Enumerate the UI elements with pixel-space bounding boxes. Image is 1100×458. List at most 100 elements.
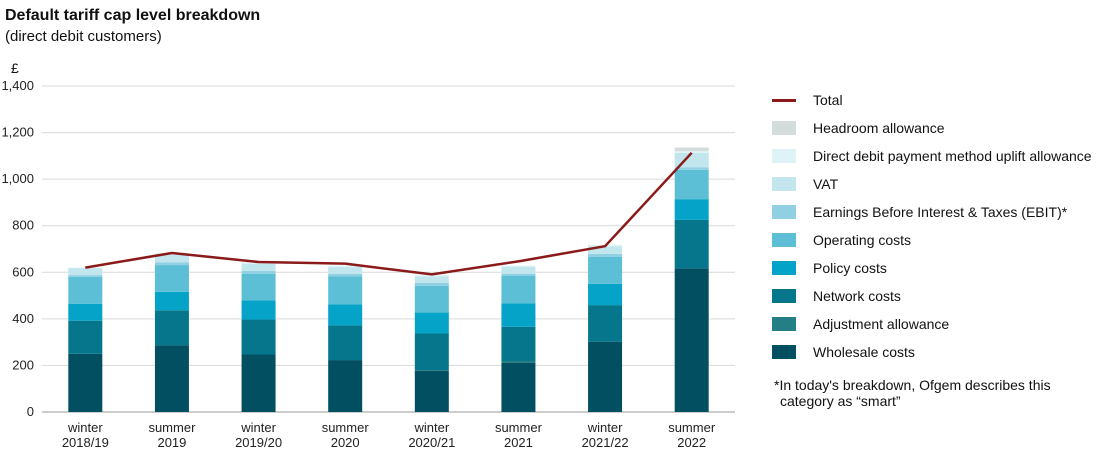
bar-segment-policy-costs	[674, 199, 709, 220]
bar-segment-wholesale-costs	[674, 268, 709, 412]
legend-label: Adjustment allowance	[813, 316, 950, 332]
footnote: *In today's breakdown, Ofgem describes t…	[774, 377, 1094, 409]
bar-segment-network-costs	[328, 325, 363, 361]
x-tick-label: 2020	[331, 435, 360, 450]
legend-label: Total	[813, 92, 843, 108]
chart-title: Default tariff cap level breakdown	[5, 7, 261, 24]
legend-label: Wholesale costs	[813, 344, 915, 360]
bar-segment-operating-costs	[588, 256, 623, 284]
x-tick-label: winter	[413, 420, 449, 435]
legend-swatch	[772, 98, 796, 102]
bar-segment-vat	[588, 246, 623, 254]
legend-item: Wholesale costs	[772, 342, 915, 362]
bar-segment-network-costs	[154, 310, 189, 346]
legend-swatch	[772, 317, 796, 331]
bar-segment-operating-costs	[501, 276, 536, 304]
legend-item: Earnings Before Interest & Taxes (EBIT)*	[772, 202, 1067, 222]
bar-segment-earnings-before-interest-taxes-ebit	[414, 282, 449, 287]
y-tick-label: 0	[27, 404, 34, 419]
x-tick-label: winter	[67, 420, 103, 435]
bar-segment-vat	[154, 254, 189, 263]
legend-swatch	[772, 177, 796, 191]
bar-segment-policy-costs	[414, 312, 449, 334]
x-tick-label: summer	[495, 420, 543, 435]
bar-segment-policy-costs	[501, 303, 536, 327]
legend-item: Headroom allowance	[772, 118, 945, 138]
x-tick-label: 2018/19	[62, 435, 109, 450]
bar-segment-network-costs	[674, 219, 709, 269]
bar-segment-vat	[241, 263, 276, 271]
x-tick-label: winter	[587, 420, 623, 435]
bar-segment-vat	[674, 152, 709, 168]
y-axis-unit: £	[11, 60, 19, 76]
bar-segment-vat	[68, 268, 103, 276]
y-tick-label: 600	[12, 264, 34, 279]
x-tick-label: summer	[148, 420, 196, 435]
legend-item: Total	[772, 90, 843, 110]
bar-segment-operating-costs	[154, 265, 189, 292]
legend-swatch	[772, 261, 796, 275]
bar-segment-policy-costs	[588, 283, 623, 306]
legend-item: VAT	[772, 174, 838, 194]
legend-swatch	[772, 233, 796, 247]
legend-item: Network costs	[772, 286, 901, 306]
legend-item: Adjustment allowance	[772, 314, 949, 334]
bar-segment-policy-costs	[68, 303, 103, 321]
bar-segment-vat	[328, 266, 363, 274]
legend-swatch	[772, 205, 796, 219]
y-tick-label: 400	[12, 311, 34, 326]
bar-segment-network-costs	[588, 305, 623, 342]
x-tick-label: summer	[322, 420, 370, 435]
bar-segment-operating-costs	[241, 273, 276, 301]
bar-segment-earnings-before-interest-taxes-ebit	[154, 262, 189, 266]
bar-segment-policy-costs	[154, 291, 189, 311]
y-tick-label: 200	[12, 357, 34, 372]
bar-segment-operating-costs	[328, 276, 363, 305]
y-tick-label: 1,400	[1, 78, 34, 93]
footnote-line-1: *In today's breakdown, Ofgem describes t…	[774, 377, 1051, 393]
x-tick-label: summer	[668, 420, 716, 435]
legend-label: Operating costs	[813, 232, 912, 248]
x-tick-label: 2019	[157, 435, 186, 450]
legend-swatch	[772, 121, 796, 135]
bar-segment-direct-debit-payment-method-uplift-allowance	[328, 265, 363, 267]
x-tick-label: winter	[240, 420, 276, 435]
x-tick-label: 2021/22	[582, 435, 629, 450]
footnote-line-2: category as “smart”	[780, 393, 901, 409]
legend-swatch	[772, 345, 796, 359]
bar-segment-vat	[501, 266, 536, 274]
legend-label: Policy costs	[813, 260, 887, 276]
bar-segment-wholesale-costs	[501, 362, 536, 412]
bar-segment-network-costs	[414, 333, 449, 371]
bar-segment-adjustment-allowance	[414, 370, 449, 372]
bar-segment-policy-costs	[241, 300, 276, 320]
bar-segment-operating-costs	[674, 169, 709, 200]
bar-segment-network-costs	[68, 320, 103, 354]
bar-segment-vat	[414, 276, 449, 283]
legend-label: Network costs	[813, 288, 901, 304]
bar-segment-policy-costs	[328, 304, 363, 326]
bar-segment-earnings-before-interest-taxes-ebit	[501, 273, 536, 277]
bar-segment-wholesale-costs	[68, 353, 103, 412]
x-tick-label: 2022	[677, 435, 706, 450]
bar-segment-operating-costs	[414, 286, 449, 313]
legend-label: VAT	[813, 176, 839, 192]
legend-label: Headroom allowance	[813, 120, 945, 136]
legend-swatch	[772, 289, 796, 303]
legend-item: Operating costs	[772, 230, 911, 250]
legend-item: Policy costs	[772, 258, 887, 278]
y-tick-label: 1,200	[1, 125, 34, 140]
legend-item: Direct debit payment method uplift allow…	[772, 146, 1092, 166]
bar-segment-direct-debit-payment-method-uplift-allowance	[501, 265, 536, 267]
bar-segment-headroom-allowance	[674, 147, 709, 152]
x-tick-label: 2021	[504, 435, 533, 450]
bar-segment-network-costs	[241, 319, 276, 355]
legend-swatch	[772, 149, 796, 163]
bar-segment-wholesale-costs	[588, 341, 623, 412]
bar-segment-direct-debit-payment-method-uplift-allowance	[674, 151, 709, 153]
legend-label: Earnings Before Interest & Taxes (EBIT)*	[813, 204, 1068, 220]
bar-segment-operating-costs	[68, 276, 103, 304]
bar-segment-earnings-before-interest-taxes-ebit	[328, 273, 363, 277]
bar-segment-earnings-before-interest-taxes-ebit	[588, 253, 623, 257]
